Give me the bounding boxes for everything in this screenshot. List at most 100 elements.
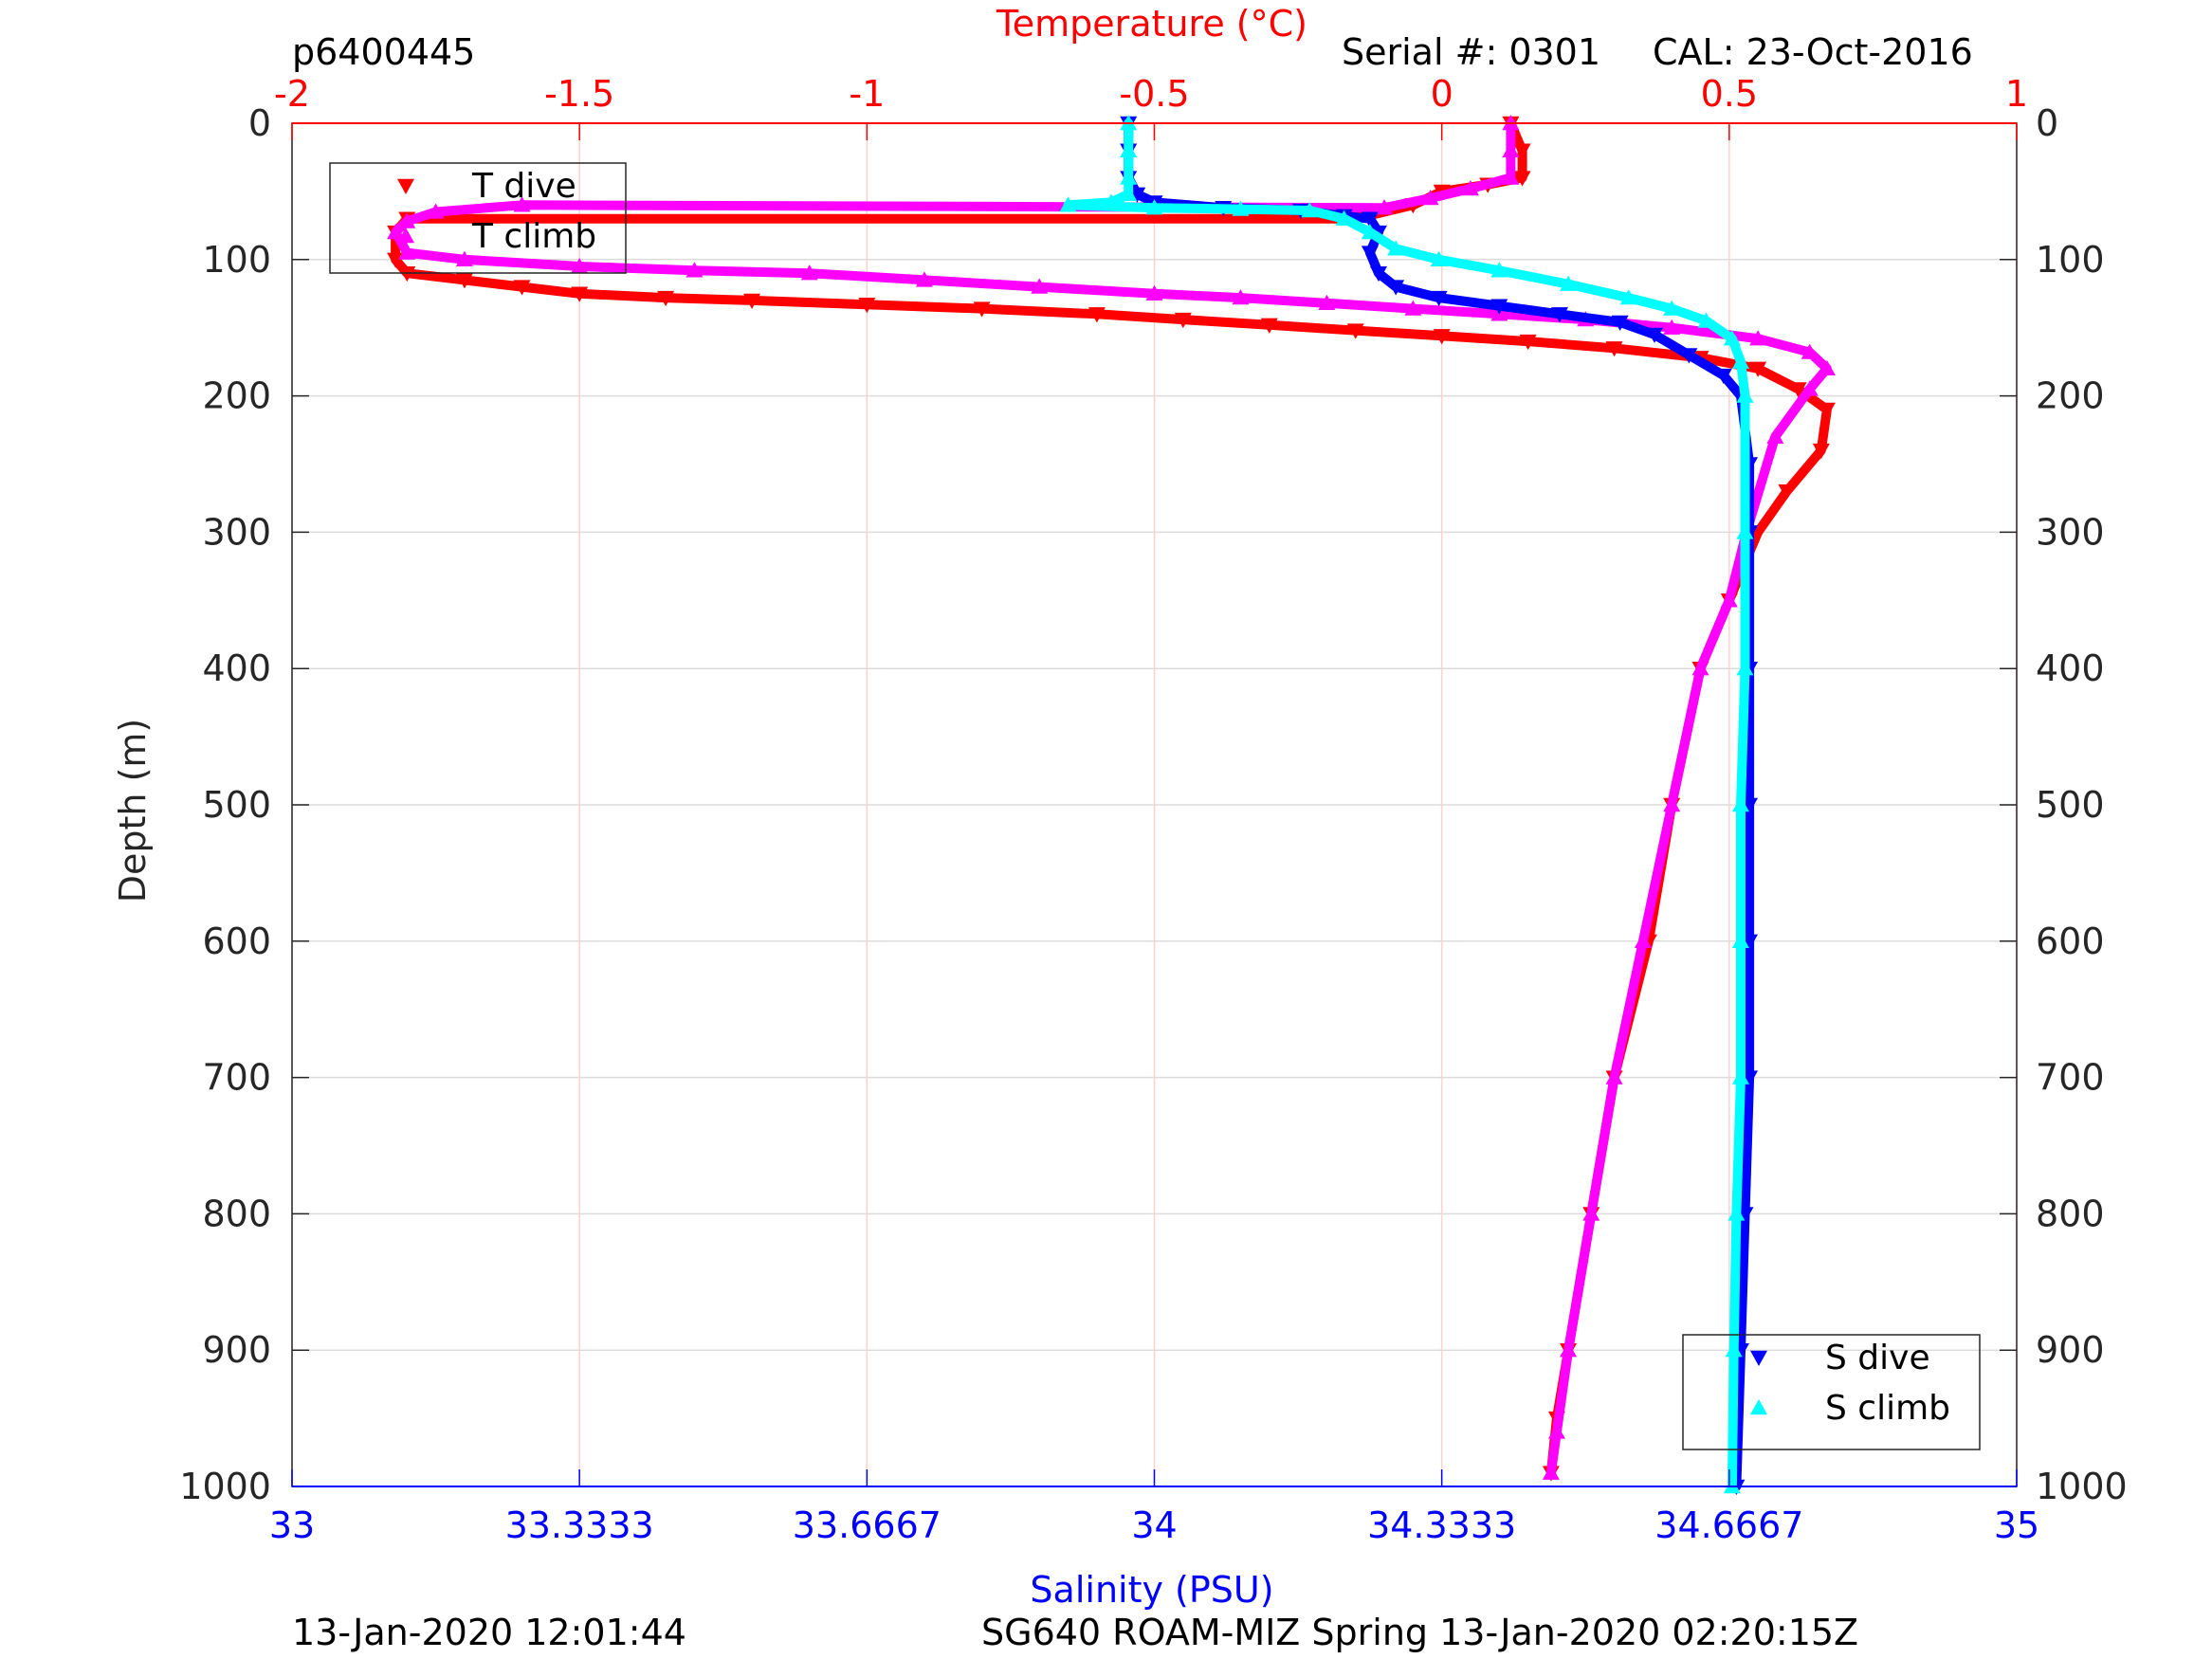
data-point — [513, 280, 531, 296]
data-point — [398, 212, 416, 228]
data-point — [1818, 402, 1836, 418]
depth-tick-label-left: 400 — [202, 647, 271, 689]
data-point — [1103, 193, 1121, 210]
data-point — [1059, 196, 1077, 212]
depth-tick-label-right: 600 — [2036, 921, 2105, 962]
data-point — [1691, 660, 1709, 676]
data-point — [1120, 169, 1138, 185]
data-point — [1736, 387, 1754, 403]
data-point — [1749, 361, 1767, 377]
temperature-tick-label: -1 — [849, 73, 885, 115]
data-point — [1634, 932, 1652, 948]
temperature-tick-label: 0 — [1431, 73, 1453, 115]
legend-box — [329, 162, 627, 274]
data-point — [387, 252, 405, 268]
depth-tick-label-right: 500 — [2036, 784, 2105, 826]
data-point — [1731, 796, 1749, 812]
data-point — [1031, 278, 1049, 294]
data-point — [1789, 382, 1807, 398]
data-point — [1550, 307, 1568, 323]
data-point — [398, 265, 416, 283]
data-point — [1547, 1423, 1565, 1439]
legend-entry: T climb — [471, 217, 596, 256]
series-s-climb — [1059, 115, 1754, 1494]
data-point — [1680, 348, 1698, 364]
data-point — [1490, 299, 1508, 315]
depth-tick-label-right: 100 — [2036, 239, 2105, 281]
legend-marker — [1750, 1399, 1767, 1415]
data-point — [1145, 199, 1163, 215]
salinity-tick-label: 35 — [1994, 1504, 2039, 1546]
data-point — [1560, 1341, 1578, 1358]
data-point — [1812, 443, 1830, 460]
data-point — [1749, 330, 1767, 346]
depth-tick-label-left: 0 — [248, 102, 271, 144]
data-point — [1731, 1068, 1749, 1085]
data-point — [1663, 300, 1681, 316]
data-point — [1723, 330, 1741, 346]
data-point — [1461, 180, 1479, 196]
data-point — [1174, 312, 1192, 329]
data-point — [1430, 290, 1448, 307]
temperature-tick-label: -1.5 — [544, 73, 614, 115]
profile-id: p6400445 — [292, 31, 475, 73]
data-point — [398, 244, 416, 260]
data-point — [1778, 484, 1796, 501]
serial-number: Serial #: 0301 — [1342, 31, 1600, 73]
temperature-tick-label: -0.5 — [1119, 73, 1189, 115]
salinity-tick-label: 34 — [1131, 1504, 1177, 1546]
depth-tick-label-right: 900 — [2036, 1329, 2105, 1371]
data-point — [1605, 1068, 1623, 1085]
data-point — [1605, 341, 1623, 357]
data-point — [1736, 660, 1754, 676]
data-point — [1513, 143, 1531, 159]
footer-timestamp: 13-Jan-2020 12:01:44 — [292, 1612, 686, 1653]
axes: 0 0 100 100 200 200 300 300 400 400 500 500 600 600 70… — [179, 73, 2127, 1546]
salinity-tick-label: 34.3333 — [1367, 1504, 1516, 1546]
data-point — [1430, 250, 1448, 266]
series-t-climb — [387, 115, 1836, 1480]
data-point — [1720, 592, 1738, 608]
data-point — [1513, 171, 1531, 187]
depth-tick-label-left: 200 — [202, 375, 271, 417]
data-point — [387, 224, 405, 240]
data-point — [1801, 380, 1819, 396]
data-point — [1369, 265, 1387, 283]
data-point — [1714, 368, 1732, 385]
data-point — [1433, 329, 1451, 345]
depth-tick-label-right: 300 — [2036, 511, 2105, 553]
data-point — [571, 286, 589, 302]
data-point — [1766, 428, 1784, 444]
data-point — [1301, 202, 1319, 218]
legend-entry: S climb — [1825, 1389, 1950, 1428]
legend-top-left: T dive T climb — [329, 162, 627, 274]
data-point — [1361, 246, 1379, 262]
calibration-date: CAL: 23-Oct-2016 — [1653, 31, 1973, 73]
depth-tick-label-left: 800 — [202, 1193, 271, 1234]
depth-tick-label-right: 800 — [2036, 1193, 2105, 1234]
grid-lines — [291, 122, 2018, 1487]
data-point — [1404, 300, 1422, 316]
depth-tick-label-left: 500 — [202, 784, 271, 826]
depth-tick-label-right: 200 — [2036, 375, 2105, 417]
data-point — [571, 257, 589, 274]
data-point — [1145, 284, 1163, 301]
data-point — [858, 298, 876, 314]
salinity-tick-label: 33 — [269, 1504, 315, 1546]
data-point — [973, 301, 991, 318]
data-point — [1725, 1341, 1743, 1358]
depth-tick-label-left: 600 — [202, 921, 271, 962]
data-point — [455, 273, 473, 289]
data-point — [1818, 359, 1836, 376]
data-point — [1663, 319, 1681, 335]
data-point — [1519, 334, 1537, 351]
data-point — [657, 290, 675, 307]
data-point — [1318, 294, 1336, 311]
depth-tick-label-right: 700 — [2036, 1057, 2105, 1099]
footer-mission: SG640 ROAM-MIZ Spring 13-Jan-2020 02:20:… — [981, 1612, 1858, 1653]
data-point — [1088, 307, 1106, 323]
data-point — [513, 196, 531, 212]
data-point — [1619, 289, 1637, 305]
legends: T dive T climb S dive S climb — [329, 162, 1981, 1450]
